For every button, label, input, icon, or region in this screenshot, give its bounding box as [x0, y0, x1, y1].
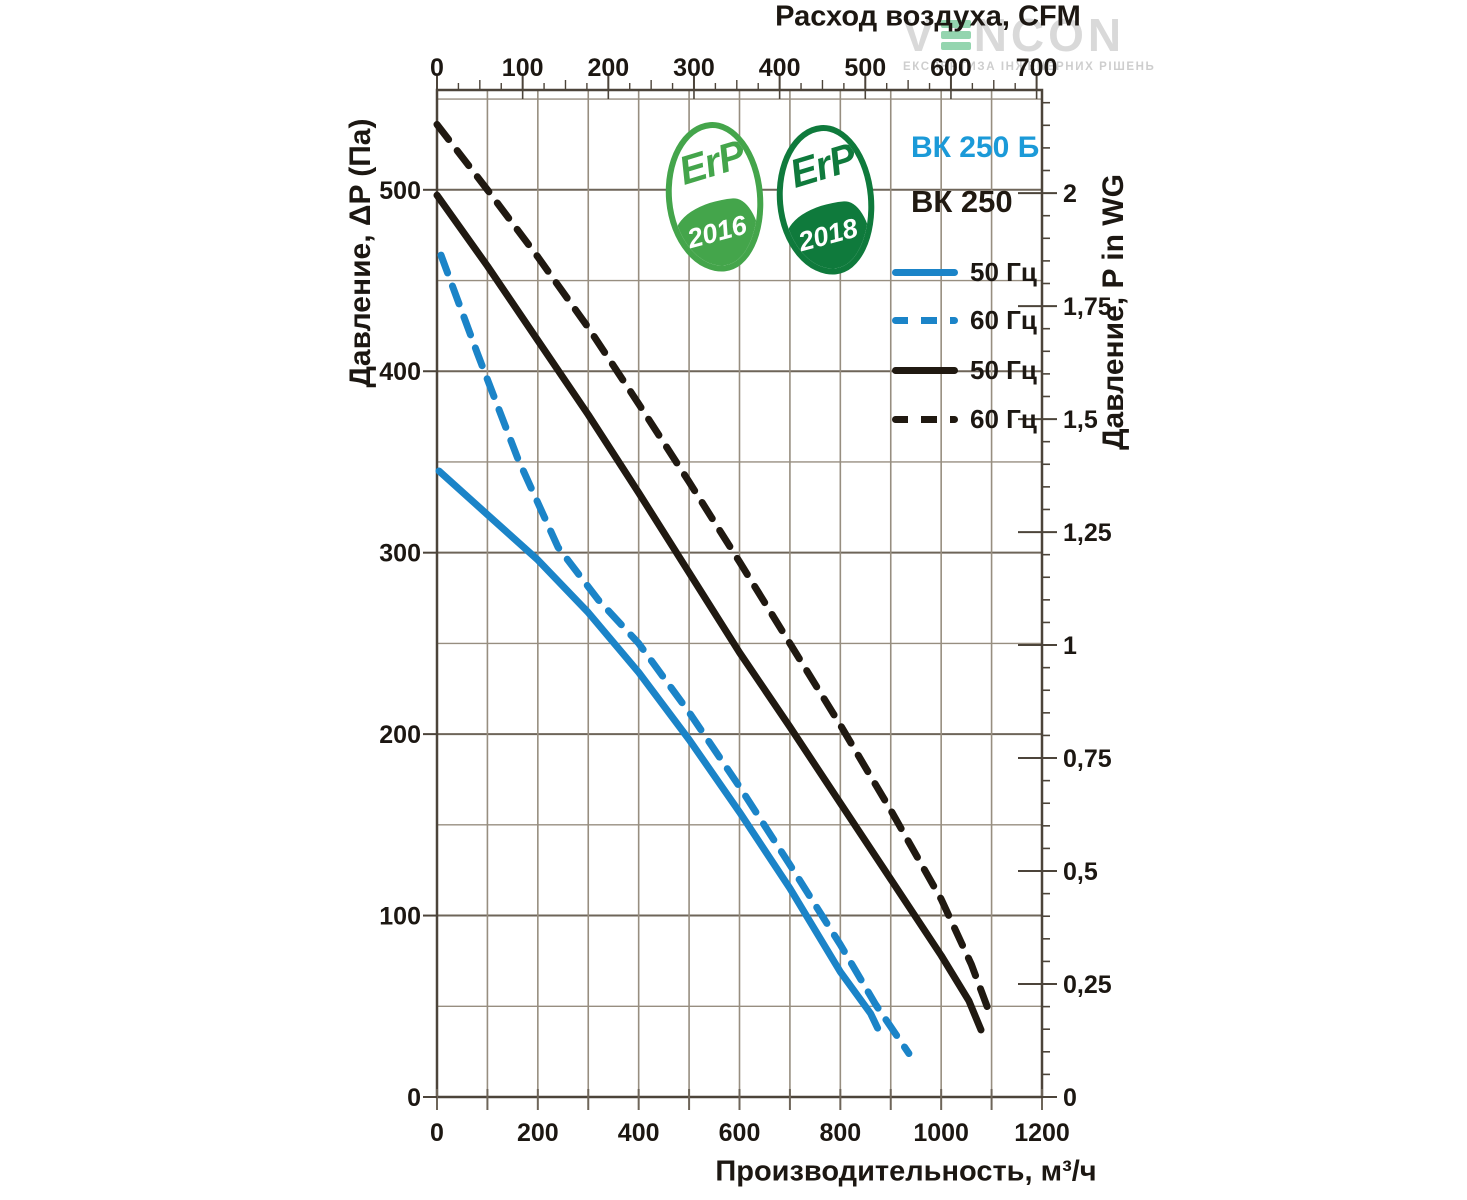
svg-text:0,25: 0,25 [1063, 971, 1112, 999]
svg-text:1000: 1000 [913, 1119, 969, 1147]
svg-text:600: 600 [930, 54, 972, 82]
svg-text:500: 500 [379, 177, 421, 205]
svg-text:400: 400 [618, 1119, 660, 1147]
right-axis-title: Давление, P in WG [1097, 174, 1130, 450]
erp-2018-text: ErP [784, 135, 861, 198]
curve-blue-solid [435, 467, 882, 1032]
bottom-axis-title: Производительность, м³/ч [715, 1155, 1097, 1188]
svg-text:1: 1 [1063, 632, 1077, 660]
erp-2018-badge: ErP 2018 [770, 121, 881, 279]
legend-entry-black-50hz: 50 Гц [892, 355, 1037, 385]
svg-text:200: 200 [517, 1119, 559, 1147]
svg-text:1200: 1200 [1014, 1119, 1070, 1147]
svg-text:0,5: 0,5 [1063, 858, 1098, 886]
svg-text:1,5: 1,5 [1063, 406, 1098, 434]
svg-text:300: 300 [673, 54, 715, 82]
erp-2016-badge: ErP 2016 [659, 118, 770, 276]
legend-line-black-solid [892, 366, 958, 374]
svg-text:600: 600 [719, 1119, 761, 1147]
svg-text:0: 0 [430, 1119, 444, 1147]
svg-text:400: 400 [379, 358, 421, 386]
curve-blue-dashed [437, 251, 913, 1057]
svg-text:1,25: 1,25 [1063, 519, 1112, 547]
erp-2016-text: ErP [673, 132, 750, 195]
svg-text:300: 300 [379, 540, 421, 568]
svg-text:200: 200 [587, 54, 629, 82]
curve-black-dashed [433, 121, 995, 1021]
svg-text:0: 0 [407, 1084, 421, 1112]
vencon-tagline: ЕКСПЕРТИЗА ІНЖЕНЕРНИХ РІШЕНЬ [903, 61, 1156, 73]
svg-text:0,75: 0,75 [1063, 745, 1112, 773]
svg-text:100: 100 [502, 54, 544, 82]
vencon-logo-letters: NCON [973, 9, 1126, 61]
vencon-watermark: V NCON ЕКСПЕРТИЗА ІНЖЕНЕРНИХ РІШЕНЬ [903, 9, 1156, 73]
svg-text:100: 100 [379, 903, 421, 931]
left-axis-title: Давление, ΔP (Па) [344, 118, 377, 388]
legend-model-vk250b: ВК 250 Б [911, 131, 1040, 164]
erp-2016-leaf: ErP 2016 [659, 118, 770, 276]
vencon-layers-icon [940, 20, 971, 50]
svg-text:200: 200 [379, 721, 421, 749]
erp-2016-year: 2016 [684, 209, 751, 255]
legend-line-black-dashed [892, 415, 958, 423]
svg-text:2: 2 [1063, 180, 1077, 208]
vencon-logo: V NCON [903, 9, 1121, 61]
legend-line-blue-dashed [892, 316, 958, 324]
svg-text:800: 800 [819, 1119, 861, 1147]
curve-black-solid [433, 191, 985, 1034]
top-axis-title: Расход воздуха, CFM [775, 0, 1081, 33]
legend-model-vk250: ВК 250 [911, 184, 1013, 219]
vencon-logo-letter-v: V [903, 9, 938, 61]
svg-text:0: 0 [1063, 1084, 1077, 1112]
svg-text:400: 400 [759, 54, 801, 82]
legend-entry-black-60hz: 60 Гц [892, 404, 1037, 434]
svg-text:500: 500 [844, 54, 886, 82]
legend-line-blue-solid [892, 268, 958, 276]
legend-entry-blue-60hz: 60 Гц [892, 305, 1037, 335]
erp-2018-leaf: ErP 2018 [770, 121, 881, 279]
svg-text:1,75: 1,75 [1063, 293, 1112, 321]
legend-entry-blue-50hz: 50 Гц [892, 257, 1037, 287]
svg-text:700: 700 [1016, 54, 1058, 82]
svg-text:0: 0 [430, 54, 444, 82]
erp-2018-year: 2018 [795, 212, 862, 258]
